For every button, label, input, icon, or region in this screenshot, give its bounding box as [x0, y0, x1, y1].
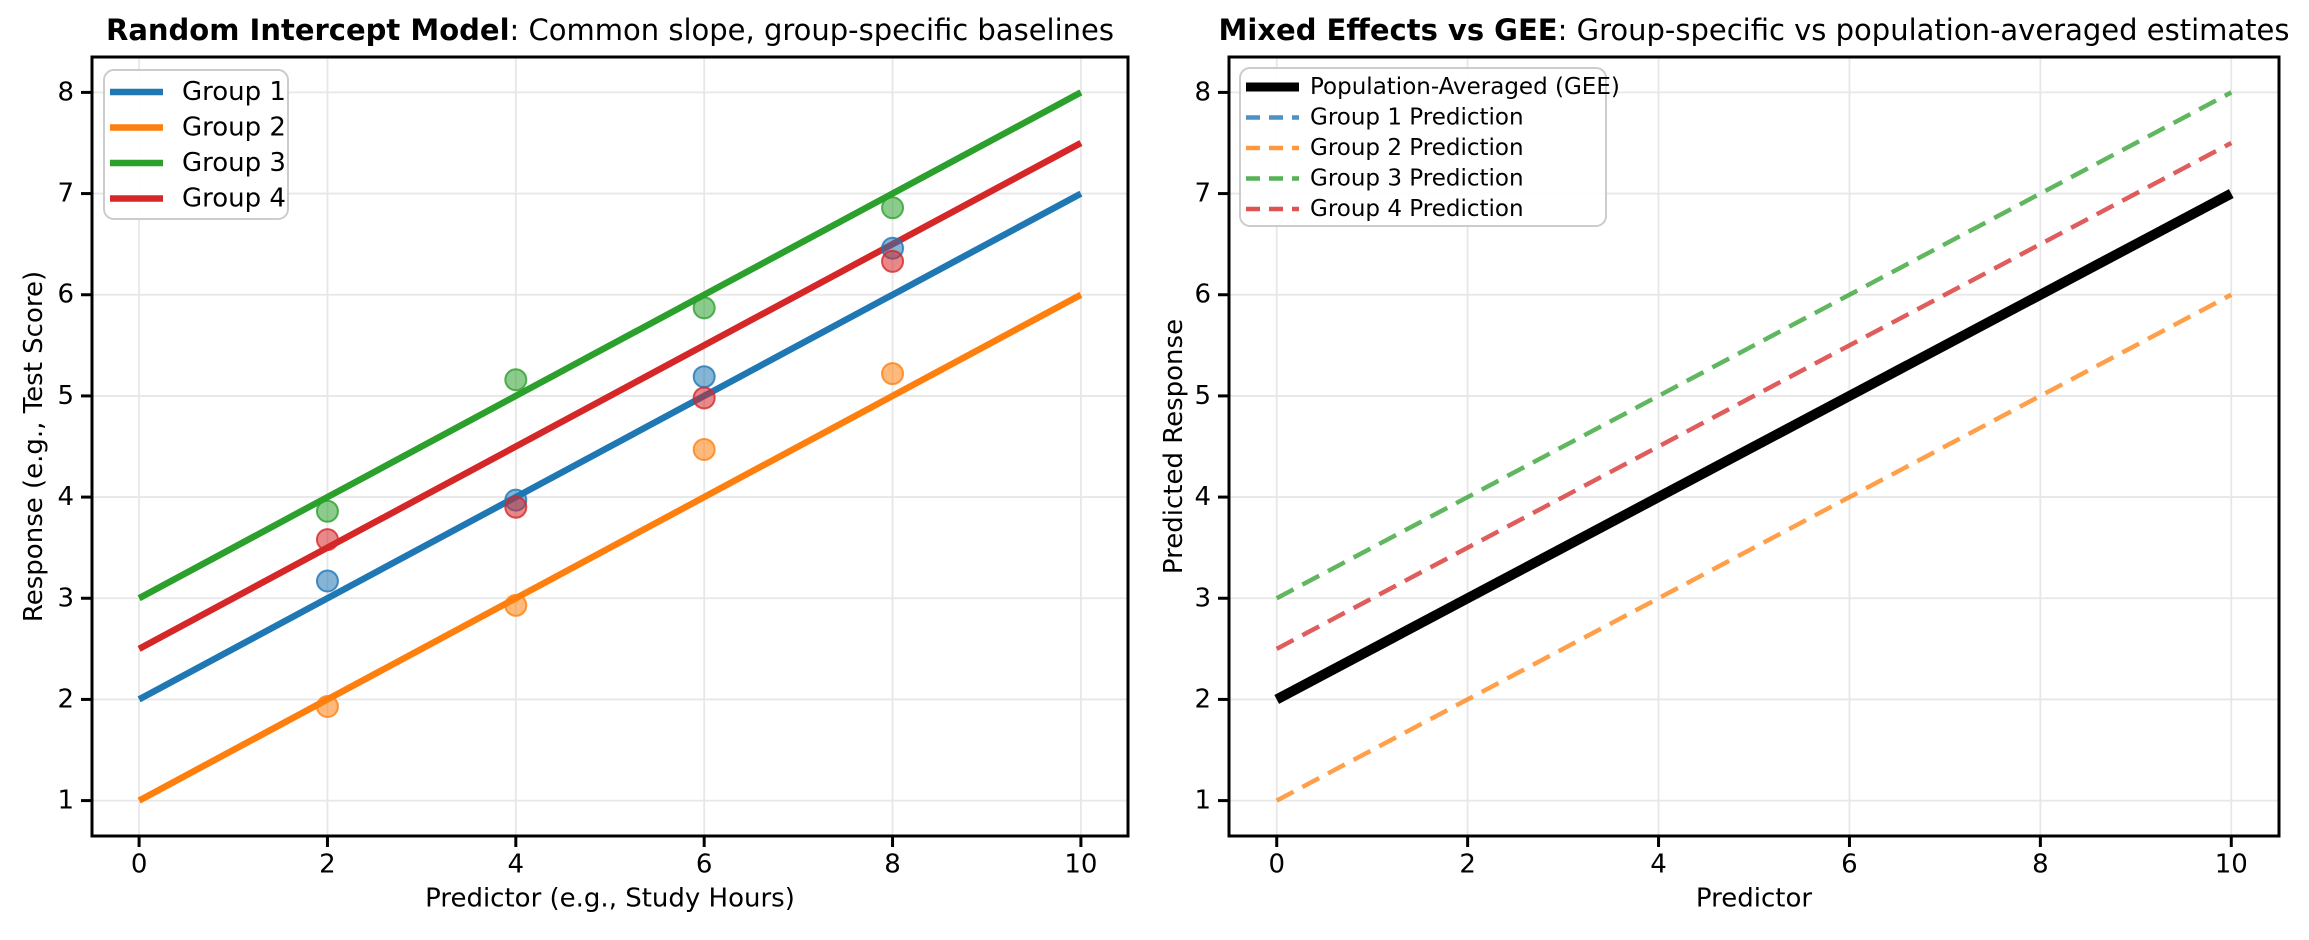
y-tick-label: 6 [57, 280, 74, 310]
left-panel-data-point [692, 386, 716, 410]
x-tick-label: 8 [884, 849, 901, 879]
y-tick-label: 3 [1194, 583, 1211, 613]
x-tick-label: 2 [319, 849, 336, 879]
right-panel-series-line [1274, 189, 2234, 704]
legend-item-label: Population-Averaged (GEE) [1310, 74, 1620, 100]
left-panel-title-bold: Random Intercept Model [106, 13, 510, 47]
x-tick-label: 10 [2215, 849, 2248, 879]
x-tick-label: 8 [2032, 849, 2049, 879]
right-panel-title-bold: Mixed Effects vs GEE [1219, 13, 1558, 47]
y-tick-label: 4 [57, 482, 74, 512]
right-panel-title: Mixed Effects vs GEE: Group-specific vs … [1219, 13, 2290, 47]
y-tick-label: 8 [1194, 77, 1211, 107]
x-tick-label: 6 [1841, 849, 1858, 879]
y-tick-label: 4 [1194, 482, 1211, 512]
legend-item-label: Group 4 [182, 184, 286, 214]
right-panel-xaxis-label: Predictor [1696, 883, 1812, 913]
left-panel-series-line [137, 190, 1083, 703]
left-panel-data-point [881, 249, 905, 273]
left-panel-data-point [881, 196, 905, 220]
right-panel-series-line [1275, 292, 2233, 803]
legend-item-label: Group 2 [182, 113, 286, 143]
legend-item-label: Group 3 Prediction [1310, 166, 1524, 192]
left-panel-series-line [137, 291, 1083, 804]
right-panel-title-rest: : Group-specific vs population-averaged … [1558, 13, 2290, 47]
left-panel-data-point [315, 695, 339, 719]
right-panel-series-line [1275, 90, 2233, 601]
left-panel-axes-box [90, 55, 1130, 838]
y-tick-label: 5 [1194, 381, 1211, 411]
y-tick-label: 2 [57, 684, 74, 714]
legend-item-label: Group 1 [182, 77, 286, 107]
x-tick-label: 0 [1268, 849, 1285, 879]
left-panel-data-point [315, 569, 339, 593]
right-panel-series-line [1275, 141, 2233, 651]
x-tick-label: 2 [1459, 849, 1476, 879]
x-tick-label: 4 [1650, 849, 1667, 879]
right-panel-legend: Population-Averaged (GEE) Group 1 Predict… [1239, 67, 1620, 227]
y-tick-label: 6 [1194, 280, 1211, 310]
left-panel-data-point [504, 593, 528, 617]
left-panel-xaxis-label: Predictor (e.g., Study Hours) [425, 883, 795, 913]
y-tick-label: 1 [57, 786, 74, 816]
left-panel-series-line [137, 89, 1083, 602]
y-tick-label: 1 [1194, 786, 1211, 816]
left-panel-data-point [692, 365, 716, 389]
left-panel-data-point [315, 528, 339, 552]
x-tick-label: 0 [131, 849, 148, 879]
y-tick-label: 3 [57, 583, 74, 613]
left-panel-data-point [881, 362, 905, 386]
left-panel-data-point [315, 499, 339, 523]
left-panel-yaxis-label: Response (e.g., Test Score) [19, 271, 49, 622]
left-panel-data-point [504, 368, 528, 392]
left-panel-data-point [692, 296, 716, 320]
x-tick-label: 4 [508, 849, 525, 879]
y-tick-label: 8 [57, 77, 74, 107]
x-tick-label: 10 [1064, 849, 1097, 879]
y-tick-label: 7 [1194, 179, 1211, 209]
legend-item-label: Group 3 [182, 148, 286, 178]
left-panel-series-line [137, 140, 1083, 652]
left-panel-legend: Group 1 Group 2 Group 3 Group 4 [103, 69, 289, 220]
right-panel-legend-frame [1239, 67, 1607, 227]
legend-item-label: Group 1 Prediction [1310, 105, 1524, 131]
y-tick-label: 5 [57, 381, 74, 411]
left-panel-title: Random Intercept Model: Common slope, gr… [106, 13, 1114, 47]
y-tick-label: 7 [57, 179, 74, 209]
legend-item-label: Group 4 Prediction [1310, 196, 1524, 222]
right-panel-axes-box [1227, 55, 2281, 838]
legend-item-label: Group 2 Prediction [1310, 135, 1524, 161]
x-tick-label: 6 [696, 849, 713, 879]
right-panel-yaxis-label: Predicted Response [1159, 319, 1189, 574]
y-tick-label: 2 [1194, 684, 1211, 714]
left-panel-data-point [692, 438, 716, 462]
left-panel-data-point [504, 495, 528, 519]
left-panel-legend-frame [103, 69, 289, 220]
left-panel-title-rest: : Common slope, group-specific baselines [510, 13, 1114, 47]
